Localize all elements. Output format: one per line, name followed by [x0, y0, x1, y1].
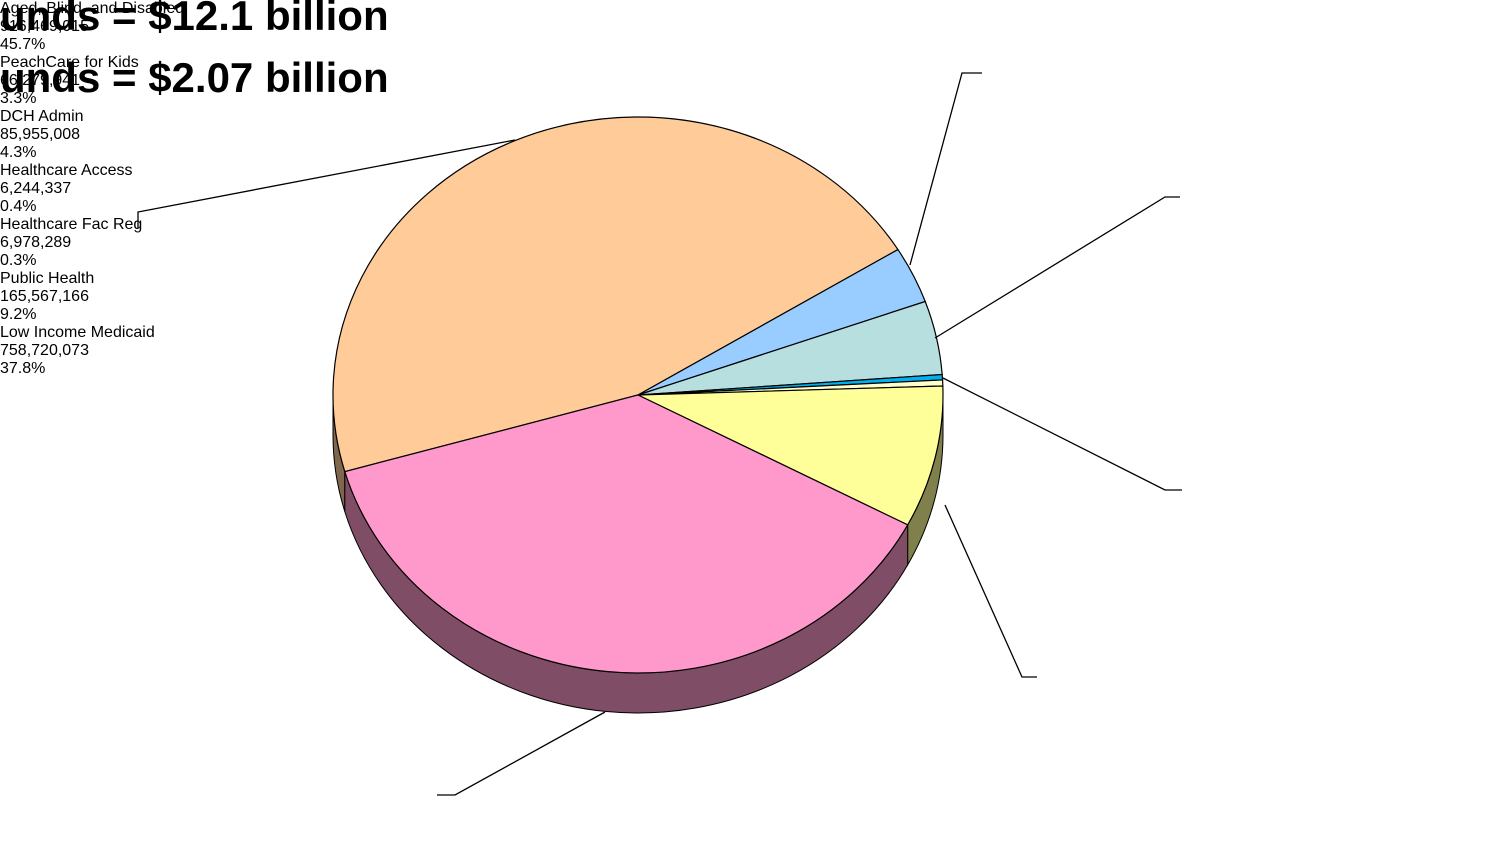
category-label: Aged, Blind, and Disabled: [0, 0, 185, 17]
data-label: DCH Admin 85,955,008 4.3%: [0, 108, 260, 162]
slice: [332, 116, 899, 473]
category-label: Low Income Medicaid: [0, 324, 155, 341]
percent-label: 3.3%: [0, 90, 37, 107]
annotation: unds = $12.1 billion: [0, 0, 389, 39]
slice: [344, 394, 909, 674]
value-label: 66,279,941: [0, 72, 81, 89]
value-label: 85,955,008: [0, 126, 81, 143]
data-label: Healthcare Fac Reg 6,978,289 0.3%: [0, 216, 320, 270]
annotation: unds = $2.07 billion: [0, 54, 389, 101]
data-label: Healthcare Access 6,244,337 0.4%: [0, 162, 320, 216]
category-label: Healthcare Fac Reg: [0, 216, 143, 233]
value-label: 165,567,166: [0, 288, 89, 305]
leader-line: [934, 196, 1180, 339]
data-label: Low Income Medicaid 758,720,073 37.8%: [0, 324, 380, 378]
value-label: 6,244,337: [0, 180, 72, 197]
value-label: 758,720,073: [0, 342, 89, 359]
percent-label: 9.2%: [0, 306, 37, 323]
leader-line: [942, 377, 1182, 491]
category-label: Public Health: [0, 270, 95, 287]
leader-line: [437, 711, 606, 796]
category-label: DCH Admin: [0, 108, 84, 125]
percent-label: 45.7%: [0, 36, 46, 53]
category-label: PeachCare for Kids: [0, 54, 139, 71]
percent-label: 0.4%: [0, 198, 37, 215]
data-label: PeachCare for Kids 66,279,941 3.3%: [0, 54, 320, 108]
value-label: 916,469,015: [0, 18, 89, 35]
category-label: Healthcare Access: [0, 162, 133, 179]
leader-line: [909, 72, 982, 266]
data-label: Public Health 165,567,166 9.2%: [0, 270, 280, 324]
percent-label: 4.3%: [0, 144, 37, 161]
value-label: 6,978,289: [0, 234, 72, 251]
percent-label: 0.3%: [0, 252, 37, 269]
leader-line: [944, 504, 1037, 678]
slice: [637, 385, 944, 526]
data-label: Aged, Blind, and Disabled 916,469,015 45.7…: [0, 0, 250, 54]
percent-label: 37.8%: [0, 360, 46, 377]
leader-line: [137, 139, 516, 228]
